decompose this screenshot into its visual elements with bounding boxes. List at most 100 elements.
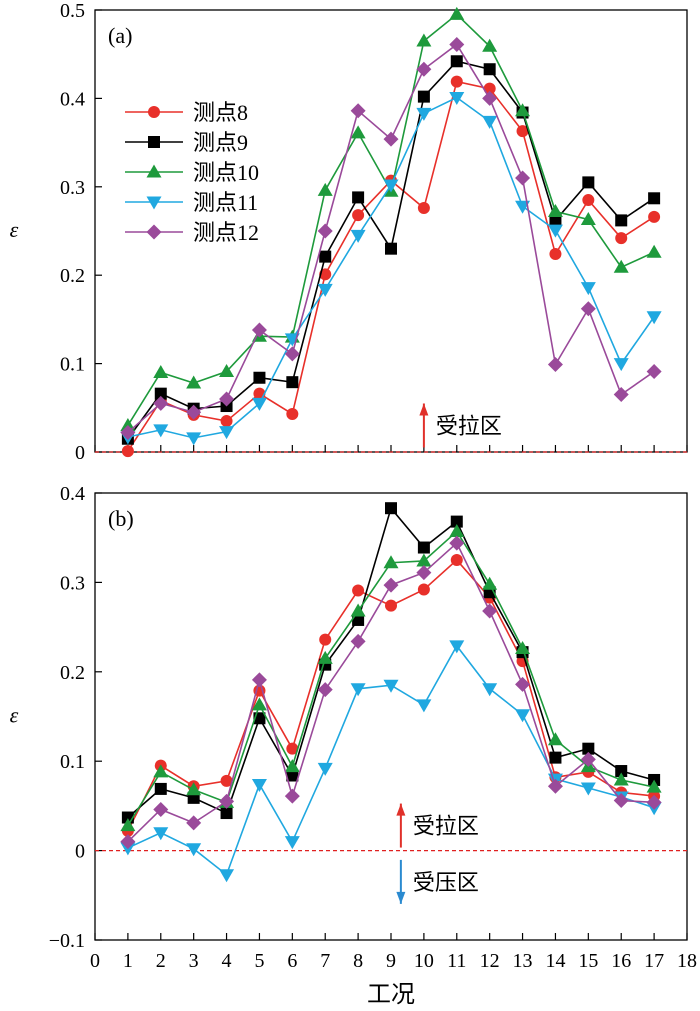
data-point <box>516 125 529 138</box>
data-point <box>482 38 498 52</box>
data-point <box>186 815 202 831</box>
data-point <box>317 762 333 776</box>
y-tick-label: −0.1 <box>49 930 85 952</box>
data-point <box>416 553 432 567</box>
data-point <box>219 391 235 407</box>
y-tick-label: 0.4 <box>60 483 85 505</box>
data-point <box>417 202 430 215</box>
data-point <box>547 356 563 372</box>
data-point <box>286 742 299 755</box>
data-point <box>383 131 399 147</box>
series-5 <box>120 535 662 850</box>
data-point <box>153 364 169 378</box>
x-tick-label: 14 <box>545 950 565 972</box>
data-point <box>350 125 366 139</box>
legend-entry: 测点11 <box>193 190 258 215</box>
data-point <box>582 176 595 189</box>
data-point <box>515 709 531 723</box>
data-point <box>153 395 169 411</box>
x-tick-label: 18 <box>677 950 697 972</box>
x-tick-label: 15 <box>578 950 598 972</box>
annotation-arrow-up <box>396 803 406 848</box>
data-point <box>317 182 333 196</box>
data-point <box>352 191 365 204</box>
data-point <box>186 375 202 389</box>
data-point <box>385 242 397 255</box>
x-ticks <box>94 933 688 940</box>
data-point <box>450 75 463 88</box>
legend-marker <box>146 196 162 210</box>
data-point <box>350 229 366 243</box>
x-tick-label: 5 <box>254 950 264 972</box>
series-5 <box>120 36 662 441</box>
y-axis-label: ε <box>10 217 19 242</box>
y-tick-label: 0 <box>75 442 85 464</box>
data-point <box>580 212 596 226</box>
data-point <box>646 364 662 380</box>
legend-marker <box>146 164 162 178</box>
data-point <box>613 259 629 273</box>
data-point <box>646 794 662 810</box>
chart-panel-b: 0 1 2 3 4 5 6 7 8 9 10 11 12 13 14 15 16 17 18−0.100.10.20… <box>10 483 697 1008</box>
annotation-label: 受拉区 <box>436 413 502 438</box>
data-point <box>450 554 463 567</box>
data-point <box>286 769 299 782</box>
legend-entry: 测点12 <box>193 220 259 245</box>
data-point <box>350 683 366 697</box>
data-point <box>219 793 235 809</box>
legend-entry: 测点9 <box>193 130 248 155</box>
data-point <box>416 61 432 77</box>
data-point <box>613 793 629 809</box>
x-tick-label: 12 <box>480 950 500 972</box>
data-point <box>515 641 531 655</box>
data-point <box>317 650 333 664</box>
data-point <box>613 358 629 372</box>
data-point <box>449 92 465 106</box>
data-point <box>319 250 332 263</box>
data-point <box>615 214 628 227</box>
data-point <box>646 779 662 793</box>
y-tick-label: 0.3 <box>60 177 85 199</box>
data-point <box>154 782 167 795</box>
data-point <box>284 788 300 804</box>
data-point <box>251 672 267 688</box>
data-point <box>449 36 465 52</box>
x-tick-label: 2 <box>156 950 166 972</box>
data-point <box>417 90 430 103</box>
data-point <box>482 576 498 590</box>
data-point <box>251 778 267 792</box>
data-point <box>417 583 430 596</box>
data-point <box>383 179 399 193</box>
data-point <box>515 170 531 186</box>
data-point <box>350 603 366 617</box>
legend-marker <box>146 224 162 240</box>
x-tick-label: 11 <box>447 950 466 972</box>
data-point <box>549 214 562 227</box>
data-point <box>120 417 136 431</box>
data-point <box>317 682 333 698</box>
data-point <box>284 346 300 362</box>
legend: 测点8 测点9 测点10 测点11 测点12 <box>125 100 259 245</box>
data-point <box>483 82 496 95</box>
data-point <box>352 209 365 222</box>
data-point <box>580 782 596 796</box>
y-tick-label: 0.5 <box>60 0 85 22</box>
data-point <box>613 772 629 786</box>
series-4 <box>120 640 662 883</box>
data-point <box>220 807 233 820</box>
data-point <box>319 268 332 281</box>
legend-entry: 测点10 <box>193 160 259 185</box>
x-tick-label: 0 <box>90 950 100 972</box>
data-point <box>153 764 169 778</box>
data-point <box>286 407 299 420</box>
data-point <box>383 555 399 569</box>
data-point <box>482 603 498 619</box>
data-point <box>219 426 235 440</box>
y-tick-label: 0.2 <box>60 265 85 287</box>
data-point <box>482 115 498 129</box>
data-point <box>317 283 333 297</box>
data-point <box>450 55 463 68</box>
series-line <box>127 530 655 826</box>
data-point <box>153 827 169 841</box>
